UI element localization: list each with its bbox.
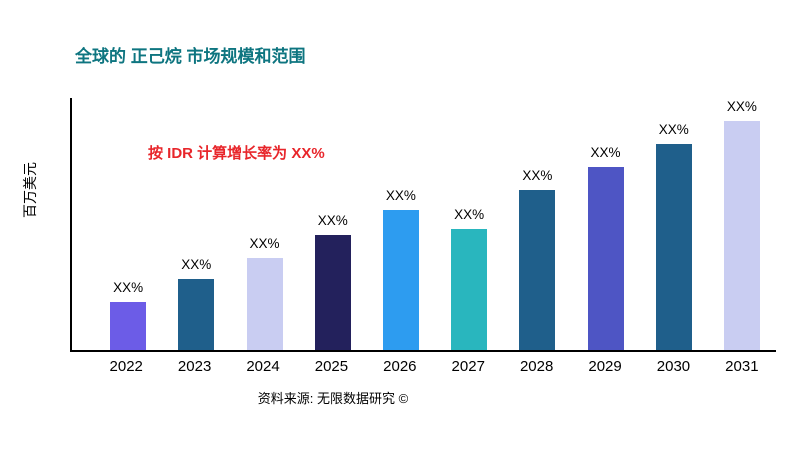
bar-value-label: XX%	[454, 206, 485, 222]
x-tick-label: 2027	[451, 358, 485, 375]
bar	[178, 278, 215, 350]
growth-rate-annotation: 按 IDR 计算增长率为 XX%	[148, 145, 325, 162]
x-tick-label: 2023	[177, 358, 212, 375]
bar-column: XX%	[571, 98, 639, 350]
source-caption: 资料来源: 无限数据研究 ©	[257, 391, 409, 406]
x-tick-label: 2025	[314, 358, 349, 375]
bar-value-label: XX%	[385, 188, 416, 204]
bar	[655, 143, 692, 350]
bar-column: XX%	[367, 98, 435, 350]
bar-value-label: XX%	[317, 213, 348, 229]
bar-column: XX%	[503, 98, 571, 350]
x-axis-tick-labels: 2022 2023 2024 2025 2026 2027 2028 2029 2030 2031	[70, 358, 776, 375]
bar	[110, 301, 147, 350]
bar-value-label: XX%	[522, 167, 553, 183]
x-tick-label: 2028	[519, 358, 554, 375]
x-tick-label: 2024	[246, 358, 280, 375]
bar-column: XX%	[435, 98, 503, 350]
plot-area: 按 IDR 计算增长率为 XX% XX% XX% XX% XX% XX% XX% XX% XX…	[70, 98, 776, 352]
bar-value-label: XX%	[249, 236, 280, 252]
bar	[382, 210, 419, 350]
x-tick-label: 2029	[588, 358, 622, 375]
x-tick-label: 2030	[656, 358, 691, 375]
bar-column: XX%	[94, 98, 162, 350]
bar	[587, 166, 624, 350]
y-axis-label: 百万美元	[22, 162, 38, 218]
bar-column: XX%	[299, 98, 367, 350]
bar-value-label: XX%	[181, 256, 212, 272]
bar	[451, 228, 488, 350]
bar-value-label: XX%	[590, 144, 621, 160]
bar-value-label: XX%	[726, 98, 757, 114]
bar-column: XX%	[640, 98, 708, 350]
x-tick-label: 2026	[383, 358, 417, 375]
chart-title: 全球的 正己烷 市场规模和范围	[75, 47, 306, 66]
bar-column: XX%	[708, 98, 776, 350]
bar	[314, 235, 351, 350]
bar-value-label: XX%	[658, 121, 689, 137]
bar-column: XX%	[230, 98, 298, 350]
bar-column: XX%	[162, 98, 230, 350]
bar	[246, 258, 283, 350]
x-tick-label: 2022	[109, 358, 143, 375]
bars-container: XX% XX% XX% XX% XX% XX% XX% XX% XX% XX%	[72, 98, 776, 350]
x-tick-label: 2031	[725, 358, 759, 375]
bar-value-label: XX%	[113, 279, 144, 295]
bar	[723, 120, 760, 350]
bar	[519, 189, 556, 350]
